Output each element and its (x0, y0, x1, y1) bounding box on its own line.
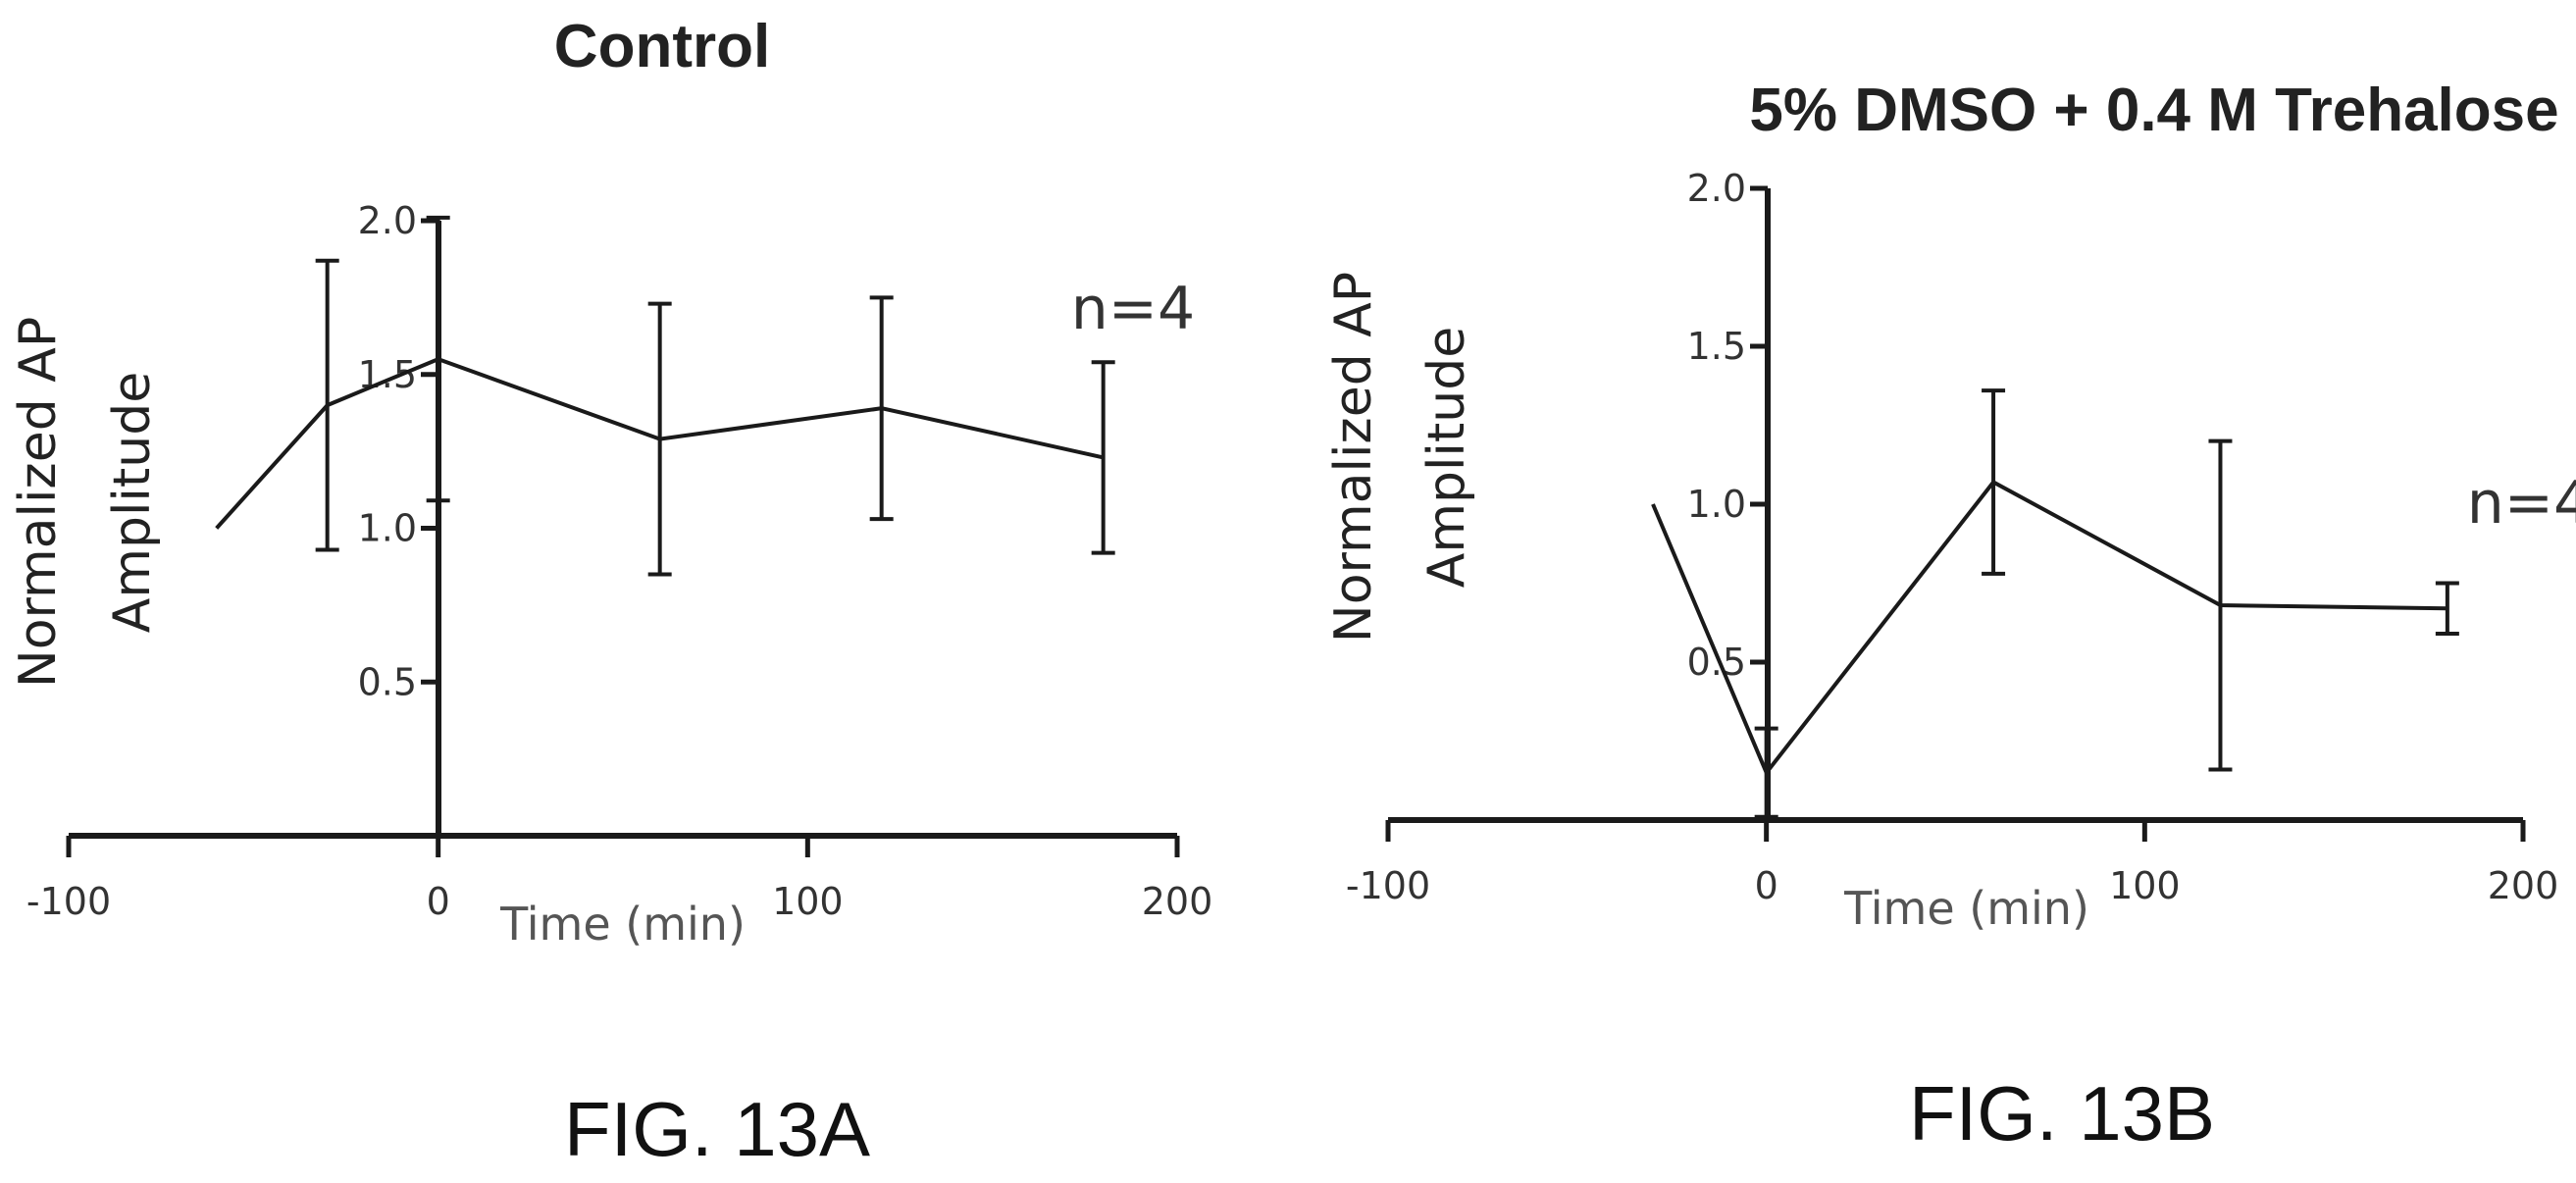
x-tick-label: 200 (1142, 880, 1213, 923)
x-axis-label: Time (min) (1843, 882, 2089, 935)
x-tick-label: 0 (427, 880, 450, 923)
y-axis-label-line-2: Amplitude (103, 372, 162, 633)
y-tick-label: 1.0 (1687, 483, 1746, 526)
chart-title: 5% DMSO + 0.4 M Trehalose (1749, 77, 2558, 144)
y-tick-label: 2.0 (1687, 167, 1746, 210)
x-tick-label: -100 (1346, 864, 1430, 907)
x-axis-label: Time (min) (499, 898, 746, 951)
figure-label: FIG. 13A (564, 1086, 870, 1172)
x-tick-label: 100 (2109, 864, 2181, 907)
sample-size-annotation: n=4 (2467, 469, 2576, 538)
y-tick-label: 0.5 (1687, 641, 1746, 684)
y-tick-label: 0.5 (358, 660, 417, 703)
y-tick-label: 2.0 (358, 199, 417, 242)
figure-label: FIG. 13B (1909, 1070, 2215, 1157)
y-tick-label: 1.0 (358, 507, 417, 550)
y-tick-label: 1.5 (1687, 325, 1746, 368)
x-tick-label: 0 (1755, 864, 1778, 907)
y-axis-label-line-2: Amplitude (1417, 327, 1476, 588)
series-line (215, 356, 1105, 530)
x-tick-label: 200 (2488, 864, 2559, 907)
sample-size-annotation: n=4 (1071, 275, 1195, 343)
chart-title: Control (554, 13, 770, 80)
y-axis-label-line-1: Normalized AP (1324, 272, 1383, 643)
y-axis-label-line-1: Normalized AP (9, 317, 68, 688)
x-tick-label: -100 (26, 880, 111, 923)
x-tick-label: 100 (772, 880, 844, 923)
